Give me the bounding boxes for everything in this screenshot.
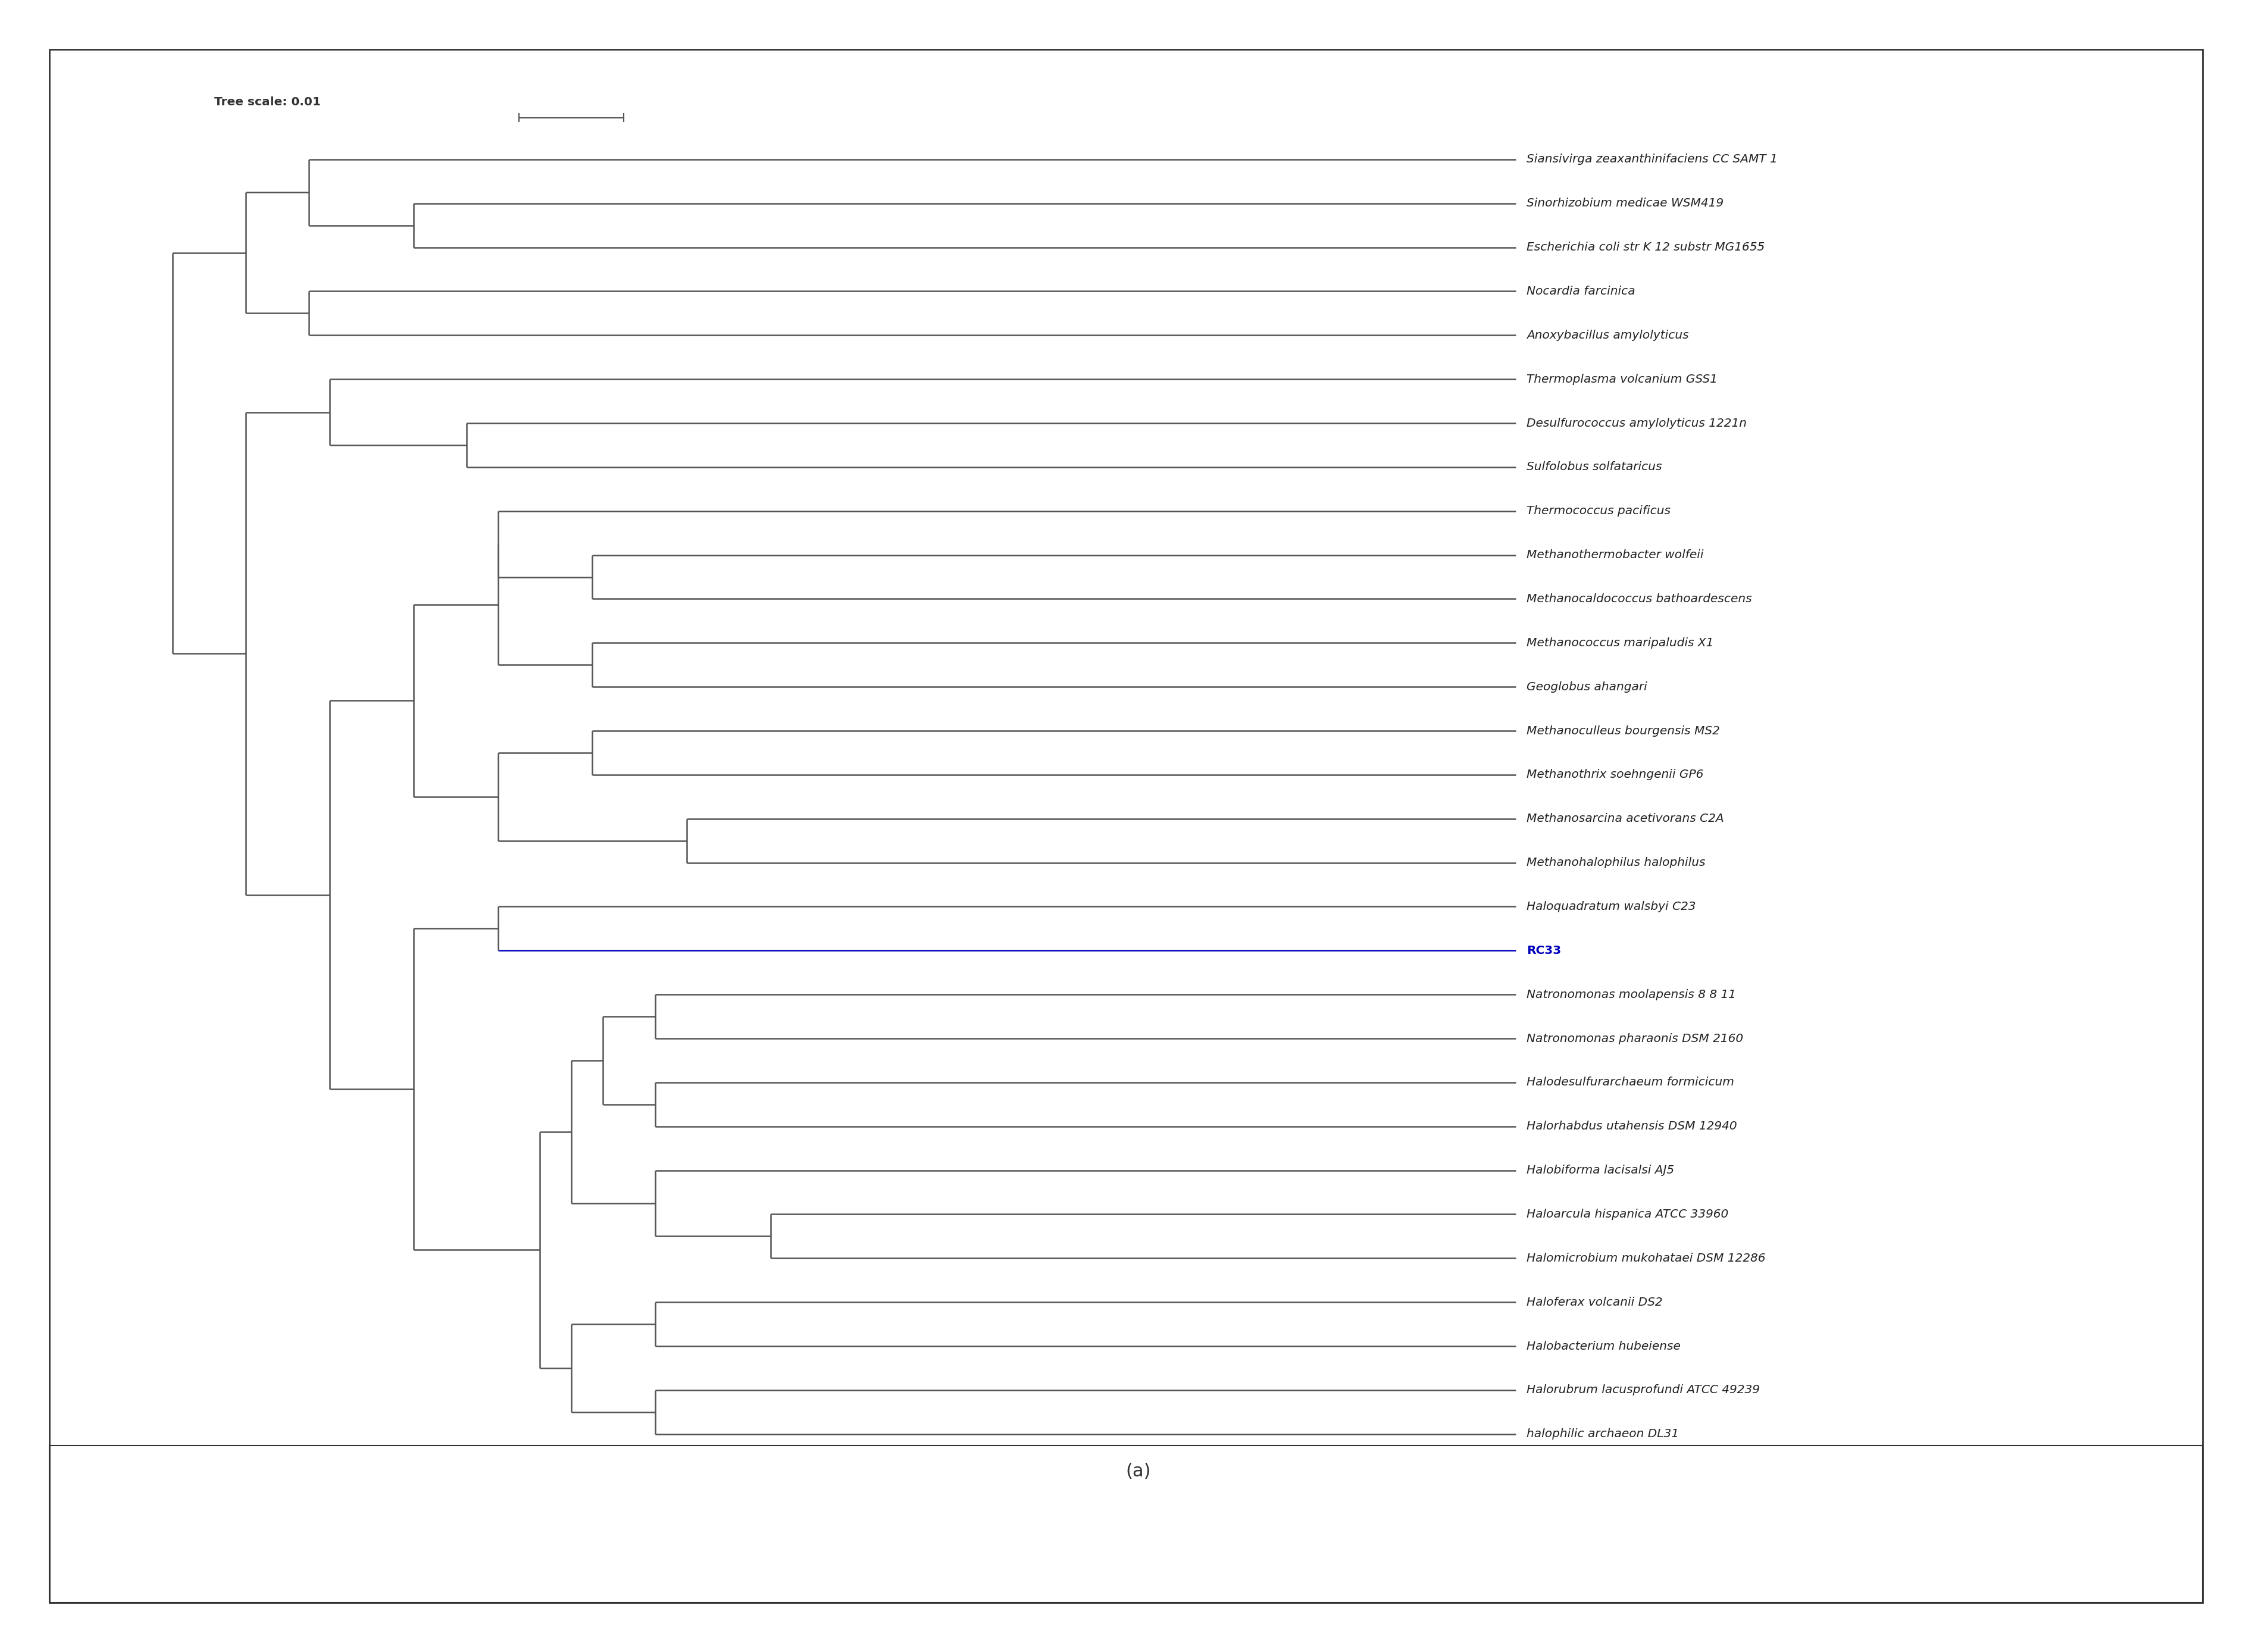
Text: Escherichia coli str K 12 substr MG1655: Escherichia coli str K 12 substr MG1655 [1527, 241, 1766, 253]
Text: Methanohalophilus halophilus: Methanohalophilus halophilus [1527, 857, 1705, 869]
Text: Haloarcula hispanica ATCC 33960: Haloarcula hispanica ATCC 33960 [1527, 1209, 1727, 1219]
Text: Geoglobus ahangari: Geoglobus ahangari [1527, 681, 1646, 692]
Text: (a): (a) [1126, 1462, 1151, 1480]
Text: Methanoculleus bourgensis MS2: Methanoculleus bourgensis MS2 [1527, 725, 1721, 737]
Text: Methanococcus maripaludis X1: Methanococcus maripaludis X1 [1527, 638, 1714, 649]
Text: Halorubrum lacusprofundi ATCC 49239: Halorubrum lacusprofundi ATCC 49239 [1527, 1384, 1759, 1396]
Text: Natronomonas pharaonis DSM 2160: Natronomonas pharaonis DSM 2160 [1527, 1032, 1743, 1044]
Text: Methanothrix soehngenii GP6: Methanothrix soehngenii GP6 [1527, 770, 1703, 780]
Text: Desulfurococcus amylolyticus 1221n: Desulfurococcus amylolyticus 1221n [1527, 418, 1748, 430]
Text: Sulfolobus solfataricus: Sulfolobus solfataricus [1527, 461, 1662, 472]
Text: Sinorhizobium medicae WSM419: Sinorhizobium medicae WSM419 [1527, 198, 1723, 210]
Text: Halobacterium hubeiense: Halobacterium hubeiense [1527, 1340, 1680, 1351]
Text: halophilic archaeon DL31: halophilic archaeon DL31 [1527, 1429, 1678, 1439]
Text: Methanocaldococcus bathoardescens: Methanocaldococcus bathoardescens [1527, 593, 1752, 605]
Text: Haloquadratum walsbyi C23: Haloquadratum walsbyi C23 [1527, 900, 1696, 912]
Text: Siansivirga zeaxanthinifaciens CC SAMT 1: Siansivirga zeaxanthinifaciens CC SAMT 1 [1527, 154, 1777, 165]
Text: Methanothermobacter wolfeii: Methanothermobacter wolfeii [1527, 550, 1703, 560]
Text: RC33: RC33 [1527, 945, 1561, 957]
Text: Halobiforma lacisalsi AJ5: Halobiforma lacisalsi AJ5 [1527, 1165, 1673, 1176]
Text: Thermococcus pacificus: Thermococcus pacificus [1527, 506, 1671, 517]
Text: Halodesulfurarchaeum formicicum: Halodesulfurarchaeum formicicum [1527, 1077, 1734, 1089]
Text: Halorhabdus utahensis DSM 12940: Halorhabdus utahensis DSM 12940 [1527, 1120, 1736, 1132]
Text: Anoxybacillus amylolyticus: Anoxybacillus amylolyticus [1527, 330, 1689, 340]
Text: Nocardia farcinica: Nocardia farcinica [1527, 286, 1635, 297]
Text: Tree scale: 0.01: Tree scale: 0.01 [214, 97, 322, 107]
Text: Haloferax volcanii DS2: Haloferax volcanii DS2 [1527, 1297, 1662, 1308]
Text: Thermoplasma volcanium GSS1: Thermoplasma volcanium GSS1 [1527, 373, 1718, 385]
Text: Halomicrobium mukohataei DSM 12286: Halomicrobium mukohataei DSM 12286 [1527, 1252, 1766, 1264]
Text: Natronomonas moolapensis 8 8 11: Natronomonas moolapensis 8 8 11 [1527, 990, 1736, 999]
Text: Methanosarcina acetivorans C2A: Methanosarcina acetivorans C2A [1527, 813, 1723, 824]
